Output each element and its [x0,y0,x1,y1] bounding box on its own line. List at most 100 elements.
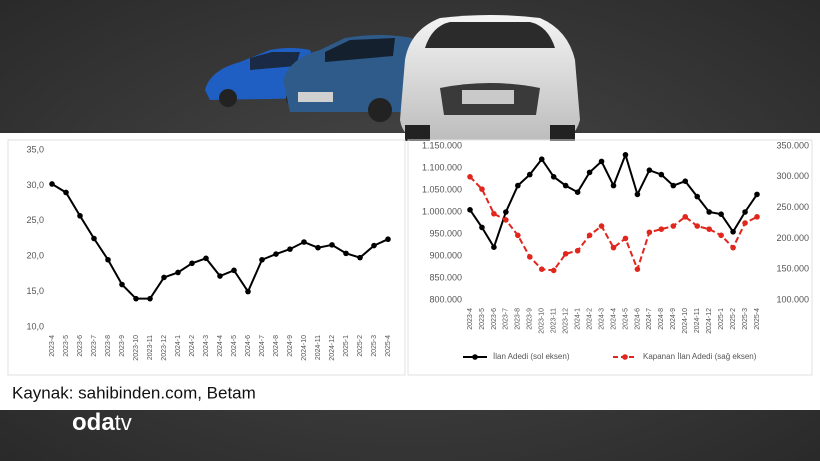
point [706,209,712,215]
legend-marker [472,354,478,360]
y-tick-label: 800.000 [429,294,462,304]
point [343,250,349,257]
x-tick-label: 2023-4 [49,335,56,357]
point [646,167,653,173]
x-tick-label: 2024-10 [301,335,308,361]
x-tick-label: 2024-2 [586,308,593,330]
point [742,220,748,226]
point [217,273,223,279]
point [385,236,391,243]
point [467,207,473,213]
x-tick-label: 2024-9 [287,335,294,357]
chart-frame [7,139,406,376]
x-tick-label: 2024-7 [646,308,653,330]
point [175,269,181,276]
point [586,232,593,239]
x-tick-label: 2023-10 [133,335,140,361]
y-tick-label: 1.050.000 [422,184,462,194]
point [598,158,605,165]
point [479,186,485,192]
point [742,209,748,215]
legend-label: İlan Adedi (sol eksen) [493,352,570,361]
point [610,244,617,251]
point [526,254,533,260]
point [119,281,125,288]
point [231,267,237,274]
chart-frame [407,139,813,376]
point [371,242,377,249]
x-tick-label: 2024-5 [622,308,629,330]
x-tick-label: 2024-10 [682,308,689,334]
x-tick-label: 2024-3 [203,335,210,357]
y-tick-label: 10,0 [26,321,44,331]
x-tick-label: 2023-10 [539,308,546,334]
y-tick-label: 250.000 [776,202,809,212]
point [550,174,557,180]
point [646,229,653,236]
point [503,217,509,223]
x-tick-label: 2025-1 [718,308,725,330]
point [147,295,153,302]
point [682,214,689,220]
x-tick-label: 2023-8 [105,335,112,357]
point [706,226,712,232]
x-tick-label: 2024-4 [217,335,224,357]
point [273,251,279,257]
x-tick-label: 2023-11 [551,308,558,333]
x-tick-label: 2024-5 [231,335,238,357]
x-tick-label: 2025-2 [730,308,737,330]
cars [205,15,580,141]
y-tick-label: 850.000 [429,272,462,282]
point [622,235,629,242]
x-tick-label: 2024-12 [706,308,713,334]
point [49,181,55,187]
y-tick-label: 1.150.000 [422,140,462,150]
legend-label: Kapanan İlan Adedi (sağ eksen) [643,352,757,361]
point [203,255,209,262]
x-tick-label: 2023-6 [491,308,498,330]
point [754,214,760,220]
point [670,223,677,229]
x-tick-label: 2023-8 [515,308,522,330]
point [91,235,97,242]
x-tick-label: 2025-3 [371,335,378,357]
point [718,232,724,239]
point [682,178,689,184]
x-tick-label: 2023-9 [119,335,126,357]
x-tick-label: 2024-4 [610,308,617,330]
x-tick-label: 2025-3 [742,308,749,330]
x-tick-label: 2025-4 [754,308,761,330]
point [574,247,581,254]
x-tick-label: 2023-7 [503,308,510,330]
x-tick-label: 2024-2 [189,335,196,357]
x-tick-label: 2024-7 [259,335,266,357]
point [63,189,69,196]
y-tick-label: 30,0 [26,180,44,190]
x-tick-label: 2024-1 [175,335,182,357]
x-tick-label: 2023-4 [467,308,474,330]
y-tick-label: 350.000 [776,140,809,150]
point [287,246,293,252]
point [586,169,593,176]
x-tick-label: 2025-1 [343,335,350,357]
x-tick-label: 2025-2 [357,335,364,357]
y-tick-label: 200.000 [776,233,809,243]
point [694,223,701,229]
x-tick-label: 2024-11 [315,335,322,360]
logo-light: tv [115,410,132,435]
point [526,171,533,178]
x-tick-label: 2024-8 [658,308,665,330]
x-tick-label: 2024-3 [598,308,605,330]
point [658,226,665,232]
point [610,182,617,189]
point [634,191,641,198]
x-tick-label: 2023-6 [77,335,84,357]
point [694,193,701,200]
x-tick-label: 2025-4 [385,335,392,357]
point [515,232,521,239]
point [550,267,557,274]
y-tick-label: 150.000 [776,264,809,274]
point [467,174,473,180]
point [133,295,139,302]
